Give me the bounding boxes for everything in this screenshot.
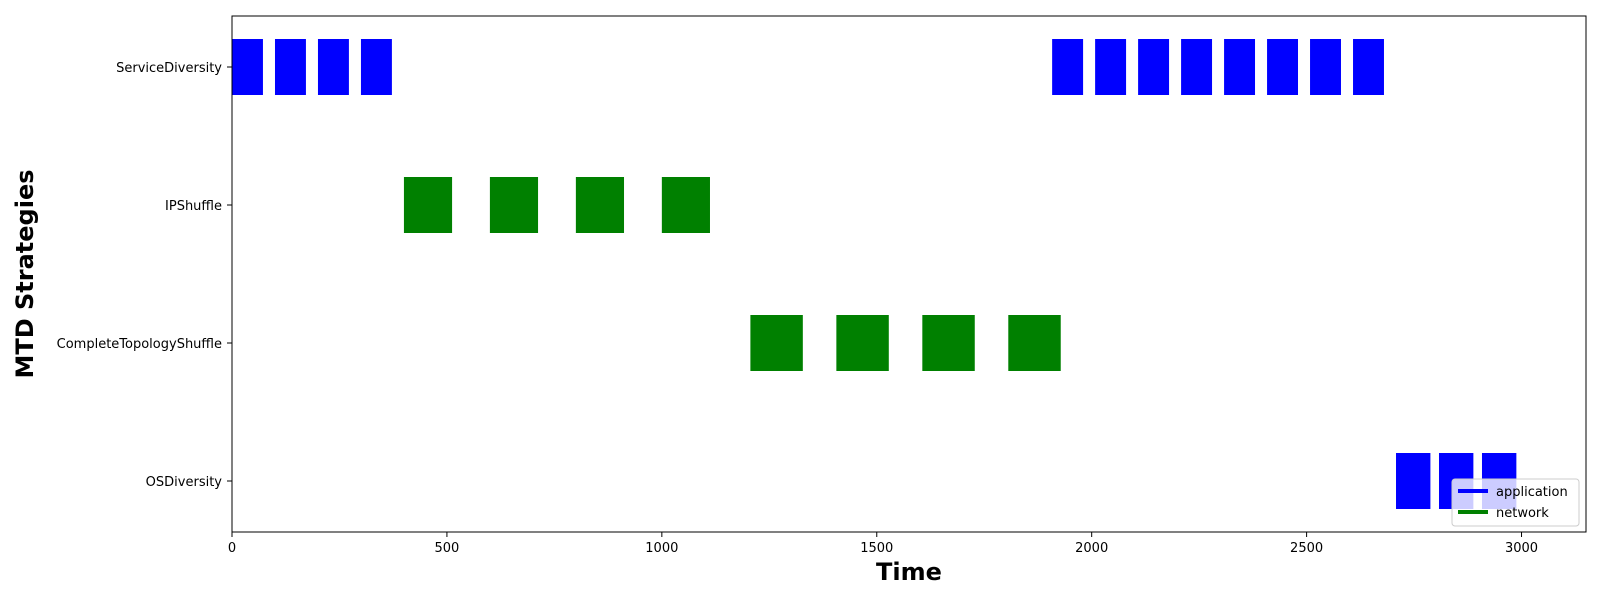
y-tick-label: OSDiversity — [146, 475, 223, 490]
bar-ServiceDiversity-6 — [1138, 39, 1170, 95]
legend: application network — [1451, 478, 1580, 527]
legend-label-network: network — [1496, 506, 1549, 521]
y-tick-label: IPShuffle — [165, 199, 222, 214]
bar-ServiceDiversity-9 — [1267, 39, 1299, 95]
bar-ServiceDiversity-5 — [1095, 39, 1127, 95]
bar-CompleteTopologyShuffle-17 — [836, 315, 889, 371]
x-tick-label: 0 — [228, 541, 236, 556]
x-tick-label: 500 — [435, 541, 460, 556]
x-tick-label: 1000 — [645, 541, 678, 556]
bar-ServiceDiversity-1 — [274, 39, 306, 95]
bar-ServiceDiversity-2 — [317, 39, 349, 95]
x-axis-ticks: 0 500 1000 1500 2000 2500 3000 — [228, 532, 1538, 556]
bar-ServiceDiversity-10 — [1310, 39, 1341, 95]
y-axis-ticks: ServiceDiversity IPShuffle CompleteTopolog… — [57, 61, 232, 490]
legend-label-application: application — [1496, 485, 1568, 500]
y-tick-label: ServiceDiversity — [116, 61, 222, 76]
bar-ServiceDiversity-7 — [1181, 39, 1213, 95]
x-tick-label: 1500 — [860, 541, 893, 556]
x-tick-label: 3000 — [1505, 541, 1538, 556]
bar-CompleteTopologyShuffle-18 — [922, 315, 975, 371]
bars-layer — [232, 39, 1517, 509]
bar-IPShuffle-12 — [403, 177, 453, 233]
y-axis-title: MTD Strategies — [11, 169, 39, 378]
bar-IPShuffle-14 — [575, 177, 625, 233]
bar-ServiceDiversity-0 — [232, 39, 263, 95]
bar-IPShuffle-13 — [489, 177, 539, 233]
bar-ServiceDiversity-11 — [1353, 39, 1384, 95]
x-tick-label: 2000 — [1075, 541, 1108, 556]
bar-OSDiversity-20 — [1396, 453, 1431, 509]
bar-ServiceDiversity-8 — [1224, 39, 1256, 95]
bar-ServiceDiversity-4 — [1052, 39, 1084, 95]
bar-IPShuffle-15 — [661, 177, 710, 233]
bar-CompleteTopologyShuffle-16 — [750, 315, 803, 371]
bar-CompleteTopologyShuffle-19 — [1008, 315, 1061, 371]
bar-ServiceDiversity-3 — [360, 39, 392, 95]
y-tick-label: CompleteTopologyShuffle — [57, 337, 222, 352]
x-axis-title: Time — [876, 558, 942, 586]
plot-area-frame — [231, 15, 1587, 533]
x-tick-label: 2500 — [1290, 541, 1323, 556]
